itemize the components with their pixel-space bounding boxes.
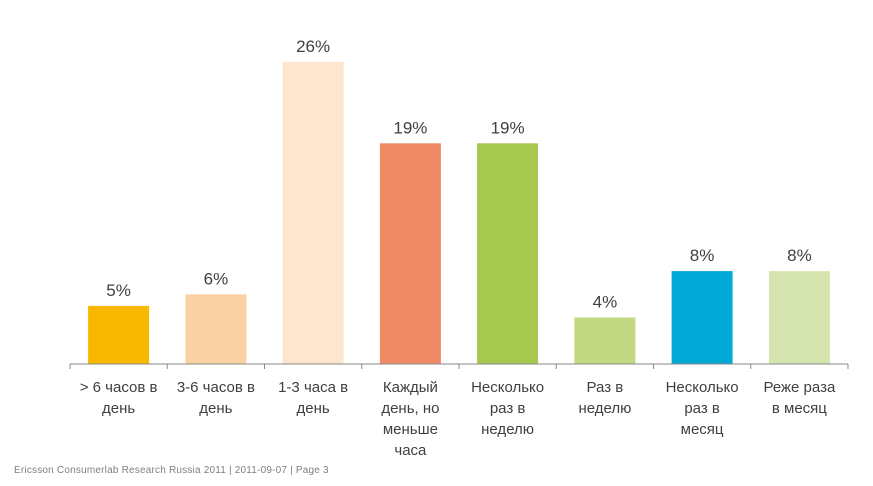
category-label-line: неделю: [481, 421, 535, 438]
category-label: Несколько раз в месяц: [654, 377, 750, 440]
category-label-line: Несколько: [471, 379, 545, 396]
category-label-line: день: [101, 400, 136, 417]
bar: [671, 271, 733, 364]
bar-value-label: 6%: [204, 269, 229, 288]
bar-value-label: 8%: [787, 246, 812, 265]
bar: [768, 271, 830, 364]
bar: [282, 62, 344, 364]
bar-value-label: 19%: [491, 118, 525, 137]
category-label-line: Несколько: [665, 379, 739, 396]
category-label-line: меньше: [382, 421, 438, 438]
category-label: 1-3 часа в день: [265, 377, 361, 419]
category-label-line: день: [199, 400, 233, 417]
category-label-line: часа: [394, 442, 427, 459]
category-label-line: раз в: [684, 400, 720, 417]
category-label-line: Каждый: [382, 379, 438, 396]
category-label-line: в месяц: [771, 400, 827, 417]
footer-text: Ericsson Consumerlab Research Russia 201…: [14, 465, 329, 476]
bar-value-label: 8%: [690, 246, 715, 265]
category-label-line: раз в: [489, 400, 526, 417]
bar: [88, 305, 150, 364]
category-label-line: неделю: [578, 400, 632, 417]
x-axis-ticks: [69, 364, 849, 369]
bar-value-label: 4%: [593, 293, 618, 312]
category-label-line: 3-6 часов в: [176, 379, 255, 396]
category-label: Несколько раз в неделю: [460, 377, 556, 440]
category-label: Каждый день, но меньше часа: [362, 377, 458, 461]
category-label-line: Реже раза: [763, 379, 836, 396]
category-label-line: день: [296, 400, 330, 417]
bar: [574, 317, 636, 364]
value-labels-group: 5% 6% 26% 19% 19% 4% 8% 8%: [106, 37, 811, 312]
bar: [379, 143, 441, 364]
bar: [185, 294, 247, 364]
category-label-line: > 6 часов в: [79, 379, 158, 396]
bars-group: [88, 62, 830, 364]
category-label-line: день, но: [381, 400, 440, 417]
category-label-line: 1-3 часа в: [278, 379, 349, 396]
category-label: Раз в неделю: [557, 377, 653, 419]
category-label: > 6 часов в день: [71, 377, 167, 419]
bar: [477, 143, 539, 364]
bar-value-label: 5%: [106, 281, 131, 300]
category-label: Реже раза в месяц: [751, 377, 847, 419]
category-label-line: Раз в: [586, 379, 624, 396]
category-label-line: месяц: [680, 421, 724, 438]
category-label: 3-6 часов в день: [168, 377, 264, 419]
bar-value-label: 26%: [296, 37, 330, 56]
bar-value-label: 19%: [393, 118, 427, 137]
